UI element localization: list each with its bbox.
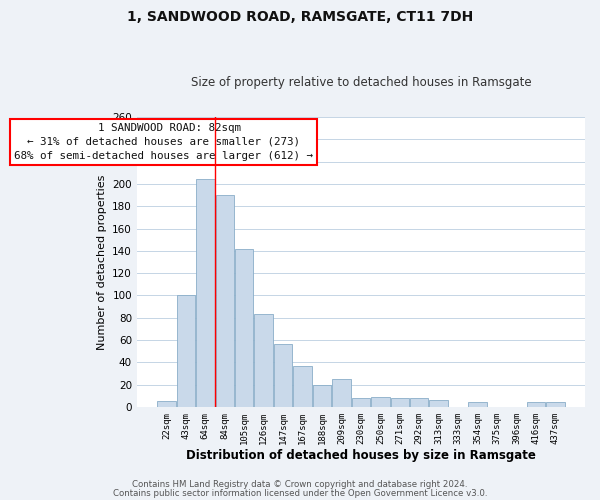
- Bar: [332, 379, 351, 407]
- Bar: [546, 402, 565, 407]
- Text: 1, SANDWOOD ROAD, RAMSGATE, CT11 7DH: 1, SANDWOOD ROAD, RAMSGATE, CT11 7DH: [127, 10, 473, 24]
- Bar: [254, 314, 273, 407]
- Text: Contains HM Land Registry data © Crown copyright and database right 2024.: Contains HM Land Registry data © Crown c…: [132, 480, 468, 489]
- Bar: [527, 402, 545, 407]
- Title: Size of property relative to detached houses in Ramsgate: Size of property relative to detached ho…: [191, 76, 531, 90]
- X-axis label: Distribution of detached houses by size in Ramsgate: Distribution of detached houses by size …: [186, 450, 536, 462]
- Bar: [410, 398, 428, 407]
- Bar: [391, 398, 409, 407]
- Bar: [293, 366, 312, 407]
- Bar: [352, 398, 370, 407]
- Bar: [313, 384, 331, 407]
- Text: Contains public sector information licensed under the Open Government Licence v3: Contains public sector information licen…: [113, 489, 487, 498]
- Text: 1 SANDWOOD ROAD: 82sqm
← 31% of detached houses are smaller (273)
68% of semi-de: 1 SANDWOOD ROAD: 82sqm ← 31% of detached…: [14, 123, 313, 161]
- Y-axis label: Number of detached properties: Number of detached properties: [97, 174, 107, 350]
- Bar: [469, 402, 487, 407]
- Bar: [157, 402, 176, 407]
- Bar: [274, 344, 292, 407]
- Bar: [176, 296, 195, 407]
- Bar: [235, 248, 253, 407]
- Bar: [215, 195, 234, 407]
- Bar: [371, 397, 389, 407]
- Bar: [430, 400, 448, 407]
- Bar: [196, 180, 215, 407]
